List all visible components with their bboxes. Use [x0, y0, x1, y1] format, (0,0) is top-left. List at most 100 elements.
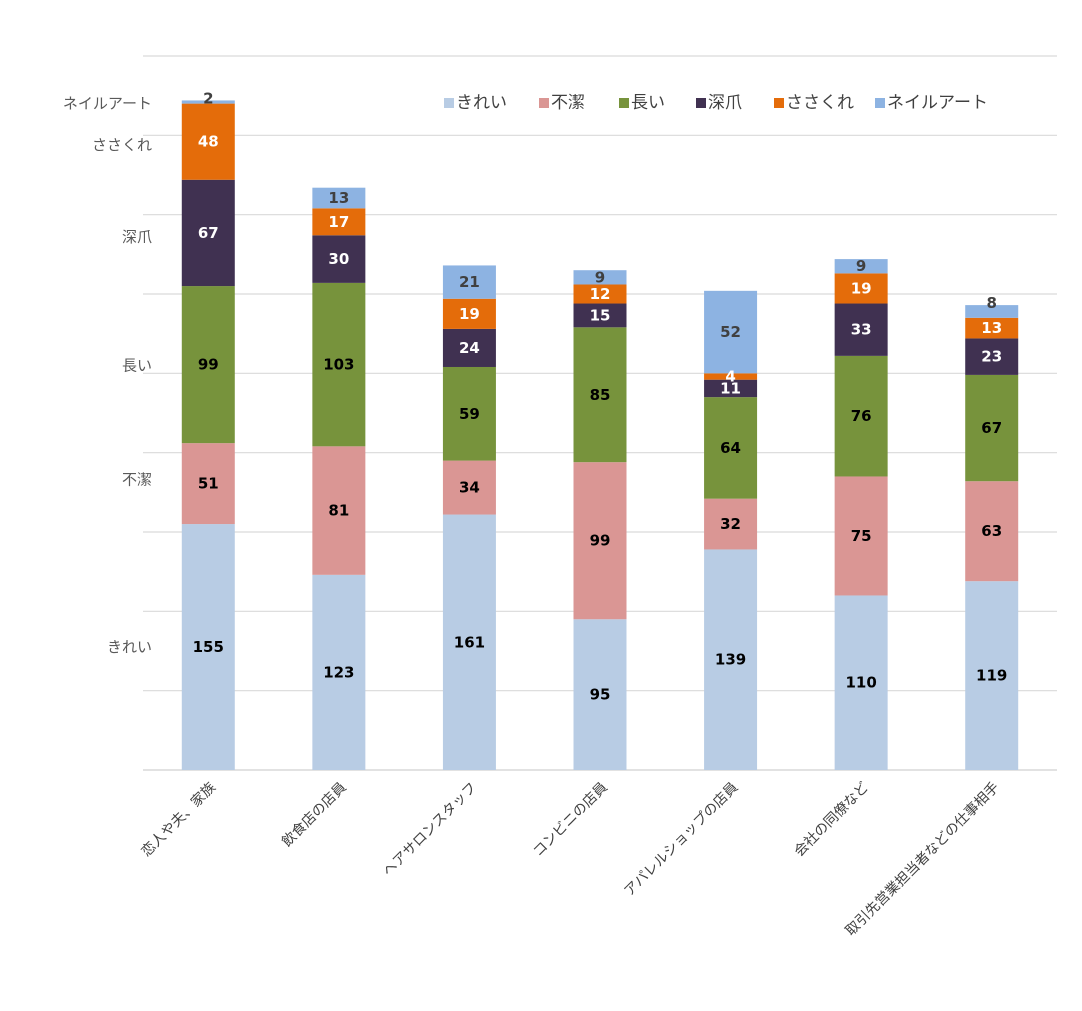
category-label: 飲食店の店員	[278, 779, 349, 850]
data-label: 85	[590, 386, 611, 404]
data-label: 13	[981, 319, 1002, 337]
bar-segment	[965, 374, 1019, 482]
bar-segment	[442, 265, 496, 299]
bar-segment	[442, 460, 496, 515]
category-label: 取引先営業担当者などの仕事相手	[843, 780, 1003, 940]
series-side-label: ネイルアート	[63, 95, 152, 113]
series-side-label: 長い	[122, 356, 152, 374]
data-label: 23	[981, 348, 1002, 366]
data-label: 30	[328, 250, 349, 268]
bar-segment	[573, 462, 627, 620]
bars	[181, 100, 1019, 770]
bar-segment	[181, 443, 235, 525]
series-side-label: 不潔	[122, 471, 152, 489]
legend-label: ささくれ	[786, 93, 854, 113]
bar-segment	[442, 514, 496, 770]
bar-segment	[573, 303, 627, 328]
bar-segment	[834, 273, 888, 304]
data-label: 52	[720, 323, 741, 341]
category-label: 会社の同僚など	[791, 780, 872, 861]
bar-segment	[704, 290, 758, 374]
series-side-label: 深爪	[122, 228, 152, 246]
data-label: 63	[981, 522, 1002, 540]
bar-segment	[573, 284, 627, 304]
bar-segment	[965, 305, 1019, 318]
bar-segment	[312, 187, 366, 209]
data-label: 110	[845, 674, 876, 692]
legend-label: ネイルアート	[887, 93, 988, 113]
data-label: 51	[198, 475, 219, 493]
data-label: 21	[459, 273, 480, 291]
series-side-label: ささくれ	[92, 136, 152, 154]
data-label: 119	[976, 667, 1007, 685]
legend-label: きれい	[456, 93, 507, 113]
legend-swatch	[774, 98, 784, 108]
data-label: 75	[851, 527, 872, 545]
category-label: 恋人や夫、家族	[138, 779, 219, 860]
data-label: 13	[328, 189, 349, 207]
bar-segment	[704, 373, 758, 380]
bar-segment	[573, 327, 627, 463]
category-label: アパレルショップの店員	[621, 780, 741, 900]
legend-label: 長い	[631, 93, 665, 113]
data-label: 19	[851, 279, 872, 297]
bar-segment	[834, 476, 888, 596]
data-label: 2	[203, 89, 213, 107]
data-label: 59	[459, 405, 480, 423]
data-label: 24	[459, 339, 480, 357]
bar-segment	[181, 100, 235, 104]
data-label: 99	[198, 356, 219, 374]
bar-segment	[834, 595, 888, 770]
bar-segment	[965, 338, 1019, 375]
data-label: 15	[590, 306, 611, 324]
data-label: 4	[725, 368, 735, 386]
data-labels: 1555199674821238110330171316134592419219…	[193, 89, 1008, 703]
data-label: 12	[590, 285, 611, 303]
bar-segment	[834, 303, 888, 356]
category-label: ヘアサロンスタッフ	[380, 780, 480, 880]
data-label: 64	[720, 439, 741, 457]
data-label: 81	[328, 502, 349, 520]
data-label: 139	[715, 651, 746, 669]
data-label: 67	[981, 419, 1002, 437]
bar-segment	[181, 524, 235, 770]
bar-segment	[704, 379, 758, 398]
data-label: 99	[590, 532, 611, 550]
data-label: 11	[720, 379, 741, 397]
legend-label: 深爪	[708, 93, 742, 113]
bar-segment	[442, 298, 496, 329]
bar-segment	[965, 317, 1019, 339]
series-side-labels: きれい 不潔 長い 深爪 ささくれ ネイルアート	[63, 95, 152, 656]
data-label: 33	[851, 321, 872, 339]
legend-swatch	[539, 98, 549, 108]
bar-segment	[573, 270, 627, 285]
bar-segment	[181, 103, 235, 180]
bar-segment	[442, 366, 496, 461]
bar-segment	[704, 498, 758, 550]
data-label: 19	[459, 305, 480, 323]
legend: きれい 不潔 長い 深爪 ささくれ ネイルアート	[444, 93, 988, 113]
data-label: 8	[986, 294, 996, 312]
data-label: 9	[856, 257, 866, 275]
data-label: 155	[193, 638, 224, 656]
data-label: 34	[459, 479, 480, 497]
bar-segment	[312, 208, 366, 236]
legend-swatch	[619, 98, 629, 108]
bar-segment	[312, 235, 366, 283]
data-label: 103	[323, 356, 354, 374]
bar-segment	[442, 328, 496, 367]
data-label: 17	[328, 213, 349, 231]
bar-segment	[312, 574, 366, 770]
legend-swatch	[696, 98, 706, 108]
bar-segment	[312, 446, 366, 575]
legend-swatch	[444, 98, 454, 108]
bar-segment	[573, 619, 627, 770]
data-label: 32	[720, 515, 741, 533]
legend-swatch	[875, 98, 885, 108]
bar-segment	[181, 286, 235, 444]
series-side-label: きれい	[107, 638, 152, 656]
bar-segment	[965, 581, 1019, 770]
data-label: 76	[851, 407, 872, 425]
bar-segment	[181, 179, 235, 287]
